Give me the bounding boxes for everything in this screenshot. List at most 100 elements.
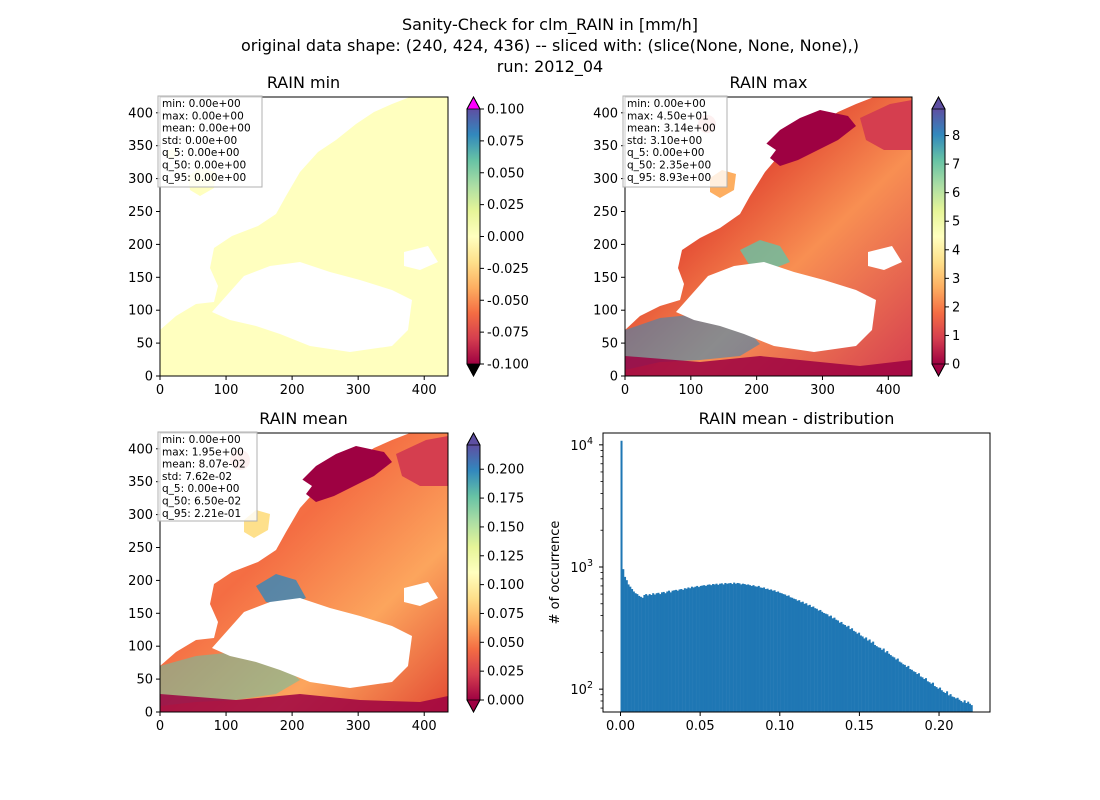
histogram-bar (831, 618, 834, 712)
histogram-bar (914, 672, 917, 712)
histogram-bar (657, 592, 660, 712)
histogram-bar (660, 592, 664, 712)
histogram-bar (683, 588, 686, 712)
histogram-bar (870, 642, 873, 712)
sea-area-mediterranean (212, 598, 412, 688)
sea-area-baltic (262, 134, 312, 174)
colorbar-tick-label: 0.125 (487, 549, 524, 564)
y-axis-label: # of occurrence (548, 521, 563, 625)
histogram-bar (697, 587, 700, 712)
histogram-bar (631, 589, 634, 712)
y-tick-label: 50 (601, 337, 618, 352)
colorbar-gradient (932, 109, 945, 364)
y-tick-label: 350 (128, 139, 153, 154)
colorbar-tick-label: 0.150 (487, 520, 524, 535)
histogram-bar (703, 585, 706, 712)
histogram-bar (838, 622, 841, 712)
x-tick-label: 400 (876, 383, 901, 398)
y-tick-label: 200 (128, 574, 153, 589)
histogram-bar (775, 591, 778, 712)
histogram-bar (671, 590, 674, 712)
histogram-bar (796, 600, 799, 712)
land-area-alps (740, 240, 790, 270)
stat-line: q_95: 8.93e+00 (627, 172, 711, 184)
colorbar-tick-label: -0.075 (487, 326, 529, 341)
histogram-bar (710, 585, 713, 712)
x-tick-label: 0 (621, 383, 629, 398)
stat-line: min: 0.00e+00 (162, 98, 241, 110)
histogram-bar (833, 617, 836, 712)
colorbar-tick-label: 0.050 (487, 166, 524, 181)
axes-frame (624, 96, 913, 377)
y-tick-label: 150 (593, 271, 618, 286)
histogram-bar (807, 605, 810, 712)
histogram-bar (719, 583, 722, 712)
colorbar-tick-label: -0.100 (487, 358, 529, 373)
histogram-bar (963, 700, 966, 712)
histogram-bar (780, 593, 783, 712)
histogram-bar (692, 587, 695, 712)
histogram-bar (736, 582, 739, 712)
y-tick-label: 250 (128, 205, 153, 220)
stat-line: max: 0.00e+00 (162, 110, 244, 122)
y-tick-label: 150 (128, 271, 153, 286)
y-axis: 0 50 100 150 200 250 300 350 400 (128, 106, 160, 385)
x-tick-label: 400 (412, 719, 437, 734)
colorbar-tick-label: 3 (952, 272, 960, 287)
histogram-bar (699, 585, 702, 712)
histogram-bar (764, 589, 767, 712)
x-tick-label: 200 (280, 719, 305, 734)
histogram-bar (777, 591, 780, 712)
histogram-bar (875, 646, 878, 712)
histogram-bar (877, 647, 880, 712)
histogram-bar (771, 590, 774, 712)
histogram-bar (639, 596, 642, 712)
y-tick-label: 102 (570, 680, 593, 698)
histogram-bar (682, 589, 685, 712)
histogram-bar (627, 584, 630, 712)
histogram-bar (696, 585, 699, 712)
histogram-bar (792, 598, 795, 712)
histogram-bar (747, 584, 750, 712)
stats-box-frame (157, 431, 258, 522)
x-tick-label: 300 (346, 383, 371, 398)
histogram-bar (766, 588, 769, 712)
histogram-bar (659, 594, 662, 712)
histogram-bar (960, 700, 963, 712)
histogram-bar (814, 608, 817, 712)
colorbar-tick-label: 0.025 (487, 665, 524, 680)
stat-line: q_5: 0.00e+00 (162, 483, 239, 495)
colorbar-tick-label: 7 (952, 158, 960, 173)
histogram-bar (956, 697, 959, 712)
histogram-bar (909, 669, 912, 712)
sea-area-black-sea (404, 582, 438, 606)
y-tick-label: 300 (128, 172, 153, 187)
histogram-bar (761, 587, 764, 712)
histogram-bar (884, 652, 887, 712)
histogram-bar (968, 703, 971, 712)
histogram-bar (888, 653, 891, 712)
histogram-bar (958, 699, 961, 712)
stat-line: std: 0.00e+00 (162, 135, 237, 147)
histogram-bar (812, 606, 815, 712)
y-tick-label: 50 (136, 337, 153, 352)
colorbar-extend-over (466, 432, 481, 446)
colorbar-tick-label: 0.075 (487, 134, 524, 149)
histogram-bar (893, 657, 896, 712)
sea-area-baltic (262, 470, 312, 510)
y-tick-label: 200 (593, 238, 618, 253)
histogram-bar (844, 625, 847, 712)
colorbar-tick-label: 5 (952, 215, 960, 230)
histogram-bar (678, 589, 681, 712)
histogram-bar (680, 589, 683, 712)
stat-line: min: 0.00e+00 (162, 434, 241, 446)
x-axis: 0 100 200 300 400 (621, 376, 901, 398)
histogram-bar (668, 590, 671, 712)
histogram-bar (882, 648, 885, 712)
colorbar: 0.000 0.025 0.050 0.075 0.100 0.125 0.150 0.175… (466, 431, 524, 714)
histogram-bar (868, 639, 871, 712)
suptitle-line-1: Sanity-Check for clm_RAIN in [mm/h] (402, 15, 698, 35)
histogram-bar (748, 585, 751, 712)
